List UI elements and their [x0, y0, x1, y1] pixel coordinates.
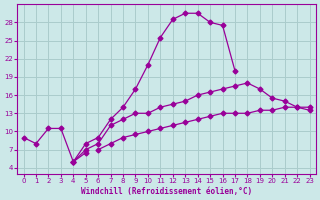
X-axis label: Windchill (Refroidissement éolien,°C): Windchill (Refroidissement éolien,°C)	[81, 187, 252, 196]
